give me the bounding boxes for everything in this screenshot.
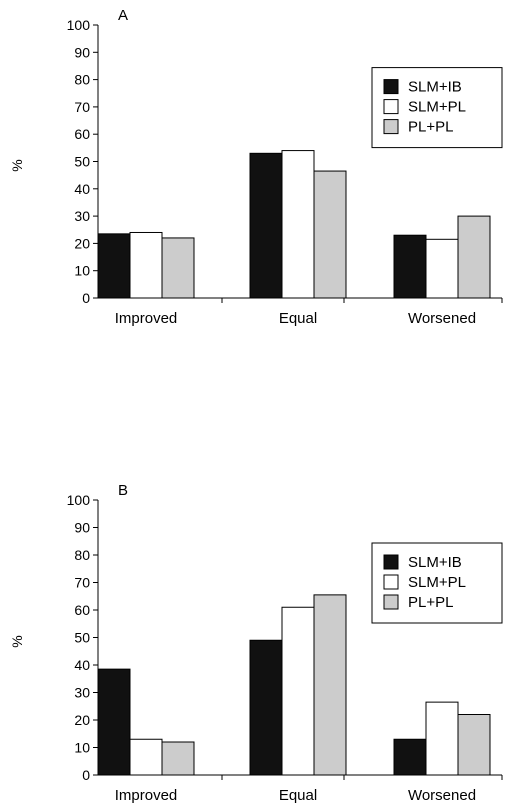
panel-1-legend-label: PL+PL [408, 119, 453, 136]
panel-1-panel-label: A [118, 7, 128, 24]
panel-1-bar [425, 238, 459, 299]
panel-1-legend-swatch [383, 119, 399, 135]
panel-1-bar [281, 150, 315, 299]
panel-2-x-tick-label: Equal [279, 787, 317, 804]
panel-1-bar [393, 234, 427, 299]
panel-1-y-tick-label: 10 [74, 263, 90, 279]
panel-2-bar [313, 594, 347, 776]
panel-2-bar [457, 714, 491, 776]
panel-1-y-tick-label: 40 [74, 181, 90, 197]
panel-1-y-axis-label: % [9, 159, 25, 171]
panel-2-y-tick-label: 80 [74, 547, 90, 563]
panel-1-bar [313, 170, 347, 299]
panel-2-legend-label: PL+PL [408, 594, 453, 611]
panel-2-bar [161, 741, 195, 776]
panel-1-legend-swatch [383, 79, 399, 95]
panel-1-x-tick-label: Worsened [408, 310, 476, 327]
panel-1-legend-swatch [383, 99, 399, 115]
panel-1-y-tick-label: 80 [74, 72, 90, 88]
panel-2-bar [281, 606, 315, 776]
panel-1-x-tick-label: Improved [115, 310, 178, 327]
panel-2-bar [97, 668, 131, 776]
panel-1-y-tick-label: 20 [74, 235, 90, 251]
panel-1-y-tick-label: 100 [67, 17, 91, 33]
panel-2-bar [425, 701, 459, 776]
panel-2-y-tick-label: 70 [74, 575, 90, 591]
panel-2-x-tick-label: Worsened [408, 787, 476, 804]
panel-2-legend-swatch [383, 554, 399, 570]
panel-2-y-tick-label: 40 [74, 657, 90, 673]
panel-1-bar [457, 215, 491, 299]
panel-1-y-tick-label: 0 [82, 290, 90, 306]
panel-1-y-tick-label: 70 [74, 99, 90, 115]
panel-1-legend-label: SLM+PL [408, 99, 466, 116]
panel-2-bar [393, 738, 427, 776]
panel-2-legend-swatch [383, 594, 399, 610]
panel-2-legend-swatch [383, 574, 399, 590]
panel-1-y-tick-label: 90 [74, 44, 90, 60]
panel-2-bar [129, 738, 163, 776]
panel-2-y-tick-label: 10 [74, 740, 90, 756]
panel-1-y-tick-label: 60 [74, 126, 90, 142]
panel-2-bar [249, 639, 283, 776]
panel-2-y-tick-label: 90 [74, 520, 90, 536]
panel-1-bar [97, 233, 131, 299]
panel-1-bar [129, 231, 163, 299]
panel-2-y-axis-label: % [9, 635, 25, 647]
panel-1-bar [161, 237, 195, 299]
panel-1-x-tick-label: Equal [279, 310, 317, 327]
panel-2-y-tick-label: 30 [74, 685, 90, 701]
panel-1-y-tick-label: 30 [74, 208, 90, 224]
panel-2-y-tick-label: 100 [67, 492, 91, 508]
panel-1-legend-label: SLM+IB [408, 79, 462, 96]
panel-2-y-tick-label: 20 [74, 712, 90, 728]
panel-2-y-tick-label: 50 [74, 630, 90, 646]
panel-2-y-tick-label: 0 [82, 767, 90, 783]
panel-1-y-tick-label: 50 [74, 154, 90, 170]
panel-2-panel-label: B [118, 482, 128, 499]
panel-2-legend-label: SLM+IB [408, 554, 462, 571]
panel-2-y-tick-label: 60 [74, 602, 90, 618]
panel-2-legend-label: SLM+PL [408, 574, 466, 591]
panel-1-bar [249, 152, 283, 299]
panel-2-x-tick-label: Improved [115, 787, 178, 804]
